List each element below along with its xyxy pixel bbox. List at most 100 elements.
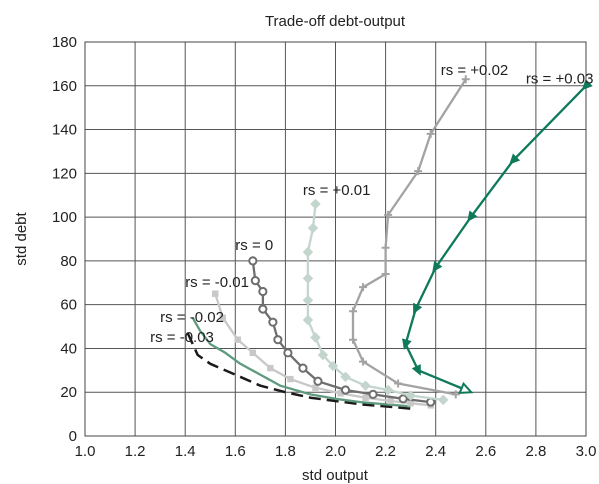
data-point <box>327 360 339 372</box>
data-point <box>349 335 358 344</box>
series-2 <box>212 290 434 409</box>
data-point <box>317 349 329 361</box>
data-point <box>267 364 274 372</box>
series-annotation: rs = +0.03 <box>526 71 594 88</box>
series-4 <box>302 198 449 406</box>
x-tick-label: 1.0 <box>75 443 96 460</box>
data-point <box>212 290 219 297</box>
chart-title: Trade-off debt-output <box>265 13 406 30</box>
data-point <box>302 273 314 284</box>
data-point <box>250 275 260 286</box>
y-tick-label: 0 <box>69 428 77 445</box>
data-point <box>362 394 369 401</box>
data-point <box>467 210 478 222</box>
data-point <box>413 302 423 315</box>
y-axis-label: std debt <box>13 211 30 265</box>
data-point <box>381 270 390 279</box>
series-5 <box>349 75 470 399</box>
y-tick-label: 60 <box>60 297 77 314</box>
x-axis-ticks: 1.0 1.2 1.4 1.6 1.8 2.0 2.2 2.4 2.6 2.8 3.0 <box>75 443 597 460</box>
series-1 <box>191 317 411 408</box>
data-point <box>398 394 408 404</box>
series-6 <box>402 79 593 394</box>
data-point <box>402 338 412 350</box>
data-point <box>411 364 421 376</box>
series-line <box>351 78 467 396</box>
x-tick-label: 2.6 <box>475 443 496 460</box>
data-point <box>337 390 344 397</box>
data-point <box>581 79 593 91</box>
series-0 <box>186 332 411 410</box>
data-point <box>432 260 443 273</box>
y-tick-label: 180 <box>52 34 77 51</box>
data-point <box>382 384 394 396</box>
data-point <box>307 222 319 234</box>
series-line <box>186 332 411 410</box>
y-axis-ticks: 0 20 40 60 80 100 120 140 160 180 <box>52 34 77 445</box>
data-point <box>268 317 278 327</box>
data-point <box>381 243 390 252</box>
data-point <box>414 167 423 176</box>
x-tick-label: 1.6 <box>225 443 246 460</box>
series-annotation: rs = +0.02 <box>441 62 509 79</box>
series-annotation: rs = -0.01 <box>185 274 249 291</box>
y-tick-label: 20 <box>60 384 77 401</box>
data-point <box>340 385 351 395</box>
data-point <box>461 75 470 84</box>
data-point <box>234 336 242 343</box>
x-tick-label: 2.4 <box>425 443 446 460</box>
x-tick-label: 3.0 <box>576 443 597 460</box>
data-point <box>302 314 314 326</box>
series-annotation: rs = -0.02 <box>160 309 224 326</box>
data-point <box>310 198 321 210</box>
data-point <box>405 390 416 401</box>
data-point <box>258 304 268 314</box>
x-tick-label: 1.4 <box>175 443 196 460</box>
x-tick-label: 2.2 <box>375 443 396 460</box>
y-tick-label: 140 <box>52 122 77 139</box>
data-point <box>426 129 435 138</box>
x-tick-label: 1.8 <box>275 443 296 460</box>
data-point <box>451 390 460 399</box>
data-point <box>298 363 308 373</box>
data-point <box>249 349 257 357</box>
data-point <box>359 357 368 366</box>
series-annotation: rs = 0 <box>235 237 273 254</box>
plot-frame <box>84 41 587 437</box>
y-tick-label: 120 <box>52 165 77 182</box>
data-point <box>509 153 521 165</box>
data-point <box>283 348 293 358</box>
data-point <box>219 314 226 321</box>
data-point <box>310 332 321 343</box>
data-point <box>359 283 368 292</box>
data-point <box>360 380 371 391</box>
series-line <box>404 84 587 392</box>
data-point <box>407 399 414 407</box>
data-point <box>302 246 314 258</box>
series-3 <box>248 256 436 407</box>
data-point <box>349 307 358 316</box>
data-point <box>287 375 294 383</box>
data-point <box>340 371 351 383</box>
grid <box>84 41 587 437</box>
series-line <box>214 293 431 407</box>
data-point <box>458 381 474 394</box>
y-tick-label: 40 <box>60 340 77 357</box>
data-point <box>368 389 378 400</box>
data-point <box>312 384 319 392</box>
data-point <box>248 256 258 266</box>
data-point <box>258 286 268 297</box>
series-annotation: rs = -0.03 <box>150 329 214 346</box>
data-point <box>313 376 323 386</box>
annotations: rs = +0.02 rs = +0.03 rs = +0.01 rs = 0 rs =… <box>150 62 593 346</box>
x-tick-label: 2.0 <box>325 443 346 460</box>
series-line <box>191 317 411 408</box>
y-tick-label: 80 <box>60 253 77 270</box>
y-tick-label: 100 <box>52 209 77 226</box>
y-tick-label: 160 <box>52 78 77 95</box>
x-tick-label: 2.8 <box>525 443 546 460</box>
data-point <box>273 335 283 345</box>
x-tick-label: 1.2 <box>125 443 146 460</box>
series-group <box>186 75 593 410</box>
